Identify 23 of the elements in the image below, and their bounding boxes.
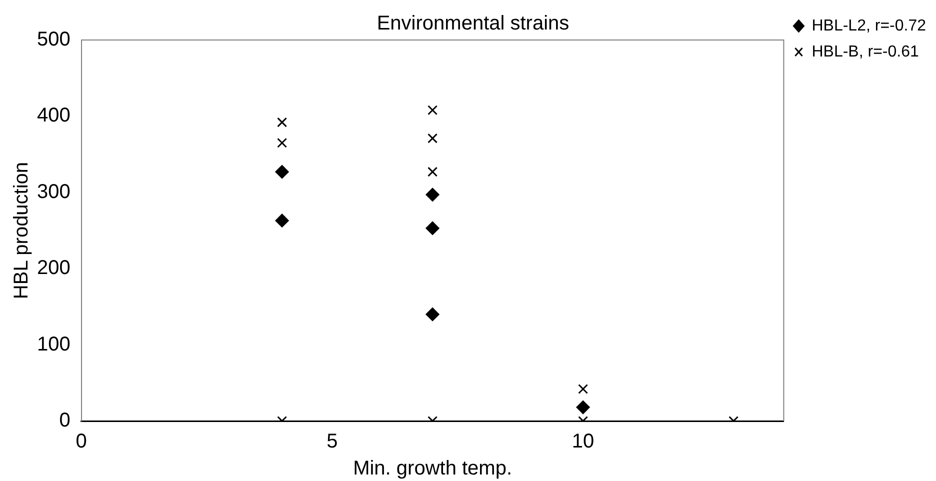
y-tick-label: 0 [59, 410, 70, 432]
y-tick-label: 500 [36, 28, 70, 51]
x-tick-label: 0 [76, 430, 87, 453]
point [275, 165, 289, 179]
y-tick-label: 300 [36, 180, 70, 203]
x-tick-label: 5 [326, 430, 338, 453]
x-axis-title: Min. growth temp. [353, 458, 512, 480]
point [426, 188, 440, 202]
point [428, 166, 438, 177]
x-tick-label: 10 [572, 430, 594, 453]
legend-label: HBL-B, r=-0.61 [812, 43, 919, 60]
y-tick-label: 100 [36, 333, 70, 356]
y-axis-title: HBL production [10, 162, 33, 300]
legend-label: HBL-L2, r=-0.72 [812, 17, 926, 34]
chart-title: Environmental strains [376, 12, 570, 35]
point [426, 221, 440, 235]
point [428, 105, 438, 116]
point [277, 138, 288, 148]
point [428, 133, 438, 144]
point [275, 214, 289, 228]
y-tick-label: 200 [36, 257, 70, 280]
y-tick-label: 400 [36, 104, 70, 127]
point [277, 117, 288, 128]
